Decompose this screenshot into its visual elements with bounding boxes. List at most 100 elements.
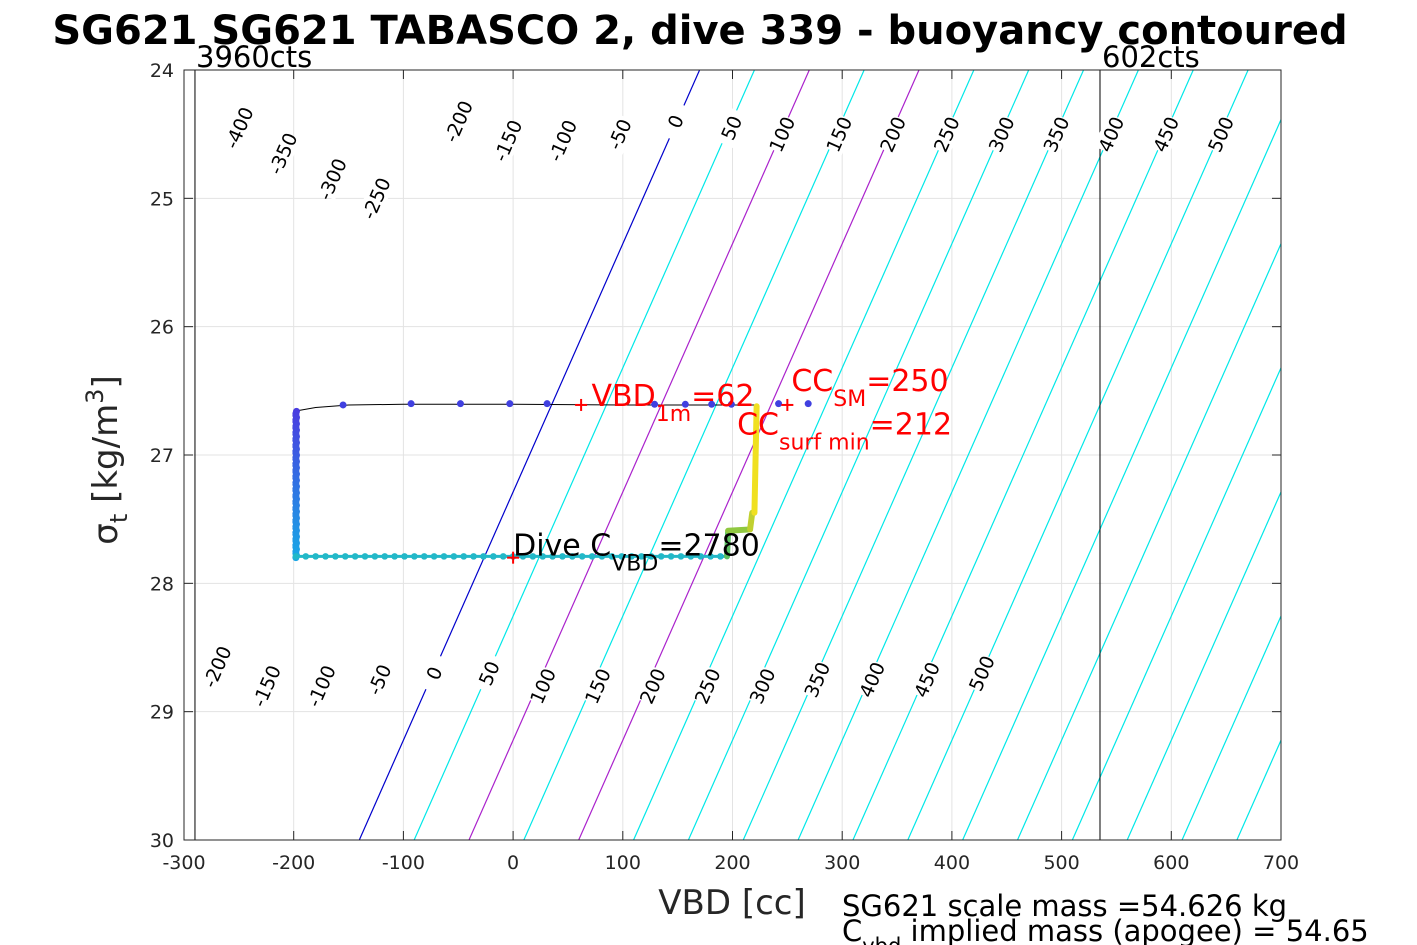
contour-label-top-bg (440, 100, 476, 143)
trace-right-segment (747, 509, 756, 533)
contour-label-bottom-bg (909, 658, 945, 701)
trace-point-descent (708, 400, 716, 408)
y-tick-label: 24 (150, 60, 174, 82)
trace-point-bottom (618, 553, 626, 560)
trace-point-bottom (539, 553, 547, 560)
trace-point-bottom (569, 553, 576, 560)
contour-line (1016, 242, 1281, 840)
footer-implied-mass: Cvbd implied mass (apogee) = 54.65 (842, 914, 1369, 945)
annotation-cc-surf-min-base: CC (737, 407, 779, 442)
contour-label-top-bg (221, 106, 257, 149)
trace-point-bottom (440, 553, 448, 560)
x-axis-label: VBD [cc] (658, 883, 806, 923)
trace-point-bottom (460, 553, 468, 560)
trace-point-bottom (499, 553, 507, 560)
contour-label-top-bg (490, 119, 525, 162)
vbd-limit-label-right: 602cts (1102, 40, 1200, 74)
contour-line (797, 70, 1139, 840)
grid-lines (184, 70, 1281, 840)
contour-line (413, 70, 755, 840)
trace-point-bottom (588, 553, 596, 560)
contour-line (742, 70, 1085, 840)
trace-point-bottom (717, 553, 724, 560)
annotation-vbd-1m-sub: 1m (656, 402, 691, 427)
footer-implied-mass-base: C (842, 914, 862, 945)
contour-label-top-bg (764, 113, 800, 156)
y-tick-label: 27 (150, 445, 174, 467)
contour-line (578, 70, 920, 840)
trace-point-bottom (332, 553, 339, 560)
x-tick-label: 500 (1043, 852, 1079, 874)
trace-point-bottom (312, 553, 319, 560)
contour-label-bottom-bg (689, 665, 725, 707)
contour-label-bottom-bg (525, 665, 561, 707)
annotation-dive-c-vbd: Dive CVBD=2780 (513, 529, 760, 577)
contour-line (687, 70, 1030, 840)
trace-point-bottom (411, 553, 418, 560)
trace-point-bottom (341, 553, 349, 560)
trace-point-descent (727, 400, 735, 408)
annotation-cc-surf-min-value: =212 (870, 407, 952, 442)
trace-point-bottom (450, 553, 458, 560)
annotation-cc-surf-min: CCsurf min=212 (737, 407, 952, 455)
x-tick-label: 600 (1153, 852, 1189, 874)
trace-right-segment (724, 529, 732, 560)
trace-right-segment (725, 526, 754, 534)
annotation-vbd-1m-base: VBD (592, 379, 656, 414)
trace-point-bottom (371, 553, 379, 560)
trace-point-bottom (549, 553, 556, 560)
footer-implied-mass-sub: vbd (862, 934, 901, 945)
trace-point-bottom (657, 553, 665, 560)
trace-point-bottom (351, 553, 359, 560)
annotation-dive-c-vbd-value: =2780 (658, 529, 759, 564)
x-tick-label: 700 (1263, 852, 1299, 874)
trace-point-descent (407, 400, 415, 408)
y-axis-ticks: 24 25 26 27 28 29 30 (150, 60, 1281, 852)
trace-point-bottom (430, 553, 438, 560)
contour-line (358, 70, 701, 840)
contour-label-bottom-bg (303, 665, 339, 707)
y-axis-label-sigma: σ (86, 523, 126, 545)
trace-point-bottom (707, 553, 714, 560)
y-tick-label: 25 (150, 188, 174, 210)
contour-line (633, 70, 975, 840)
annotation-dive-c-vbd-sub: VBD (611, 552, 658, 577)
trace-point-descent (804, 400, 812, 408)
contour-label-bottom-bg (199, 645, 235, 688)
contour-label-top-bg (929, 113, 964, 156)
chart-title: SG621 SG621 TABASCO 2, dive 339 - buoyan… (52, 8, 1347, 54)
trace-right-segment (751, 403, 760, 516)
y-tick-label: 30 (150, 830, 174, 852)
reference-markers (507, 398, 794, 564)
contour-label-bottom-bg (580, 665, 615, 707)
trace-point-bottom (648, 553, 655, 560)
trace-point-bottom (302, 553, 310, 560)
y-axis-label-unit-close: ] (86, 375, 126, 388)
y-axis-label-unit: [kg/m (86, 404, 126, 514)
contour-label-bottom-bg (248, 665, 284, 707)
contour-label-bottom-bg (854, 658, 890, 701)
annotation-cc-sm-value: =250 (866, 364, 948, 399)
contour-label-top-bg (1148, 113, 1184, 156)
trace-point-bottom (420, 553, 428, 560)
trace-point-bottom (381, 553, 389, 560)
trace-point-bottom (687, 553, 695, 560)
footer-implied-mass-value: implied mass (apogee) = 54.65 (901, 914, 1368, 945)
trace-point-descent (681, 400, 689, 408)
y-axis-label-sub: t (105, 514, 133, 523)
contour-label-bottom-bg (964, 652, 999, 695)
contour-line (1126, 490, 1281, 840)
x-tick-label: 100 (605, 852, 641, 874)
contour-label-top-bg (714, 106, 749, 149)
contour-label-top-bg (1093, 113, 1129, 156)
footer-scale-mass: SG621 scale mass =54.626 kg (842, 889, 1287, 923)
trace-point-bottom (391, 553, 398, 560)
contour-label-top-bg (1038, 113, 1074, 156)
y-tick-label: 26 (150, 317, 174, 339)
contour-label-bottom-bg (361, 658, 397, 701)
annotation-dive-c-vbd-base: Dive C (513, 529, 611, 564)
trace-point-bottom (667, 553, 675, 560)
vbd-limit-lines (194, 70, 1101, 840)
trace-point-bottom (401, 553, 408, 560)
trace-point-bottom (598, 553, 606, 560)
